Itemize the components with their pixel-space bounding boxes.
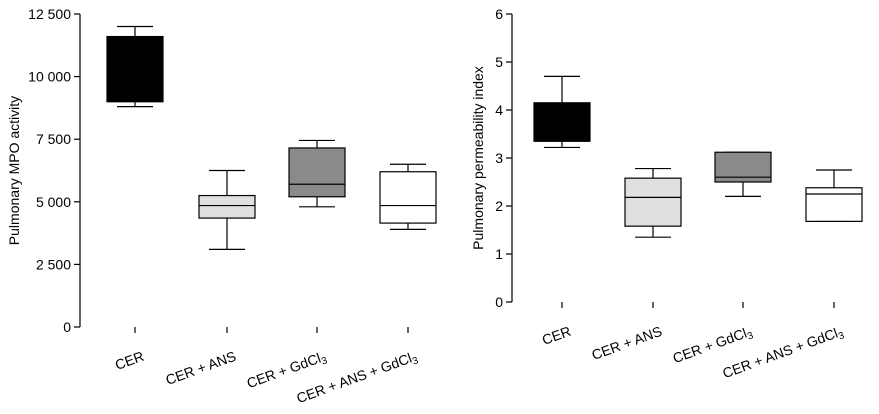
chart-panel-1: 0 2 500 5 000 7 500 10 000 12 500 Pulmonary MP… <box>6 6 437 406</box>
y-tick-label: 3 <box>495 150 503 166</box>
y-tick-label: 7 500 <box>36 131 71 147</box>
chart-panel-2: 0 1 2 3 4 5 6 Pulmonary permeability index CER CE… <box>470 6 863 381</box>
category-label: CER + ANS <box>589 323 664 363</box>
box-4 <box>805 169 863 222</box>
box-body <box>533 102 591 142</box>
y-axis-title: Pulmonary permeability index <box>470 66 486 250</box>
y-tick-label: 5 000 <box>36 194 71 210</box>
category-label: CER <box>540 323 573 348</box>
box-4 <box>379 163 437 230</box>
box-body <box>106 35 164 103</box>
y-tick-label: 0 <box>63 319 71 335</box>
box-2 <box>198 169 256 250</box>
box-1 <box>106 25 164 108</box>
category-label: CER + ANS <box>163 348 238 388</box>
y-tick-label: 4 <box>495 102 503 118</box>
box-body <box>198 194 256 219</box>
box-3 <box>714 151 772 197</box>
y-axis-title: Pulmonary MPO activity <box>6 96 22 245</box>
box-body <box>805 187 863 222</box>
y-tick-label: 2 500 <box>36 256 71 272</box>
y-tick-label: 10 000 <box>28 69 71 85</box>
box-body <box>288 147 346 198</box>
box-3 <box>288 139 346 208</box>
y-tick-label: 12 500 <box>28 6 71 22</box>
box-2 <box>624 167 682 238</box>
y-tick-label: 0 <box>495 294 503 310</box>
y-tick-label: 2 <box>495 198 503 214</box>
category-label: CER <box>113 348 146 373</box>
box-body <box>624 177 682 227</box>
box-1 <box>533 75 591 149</box>
box-body <box>379 171 437 224</box>
y-tick-label: 6 <box>495 6 503 22</box>
y-tick-label: 1 <box>495 246 503 262</box>
y-tick-label: 5 <box>495 54 503 70</box>
